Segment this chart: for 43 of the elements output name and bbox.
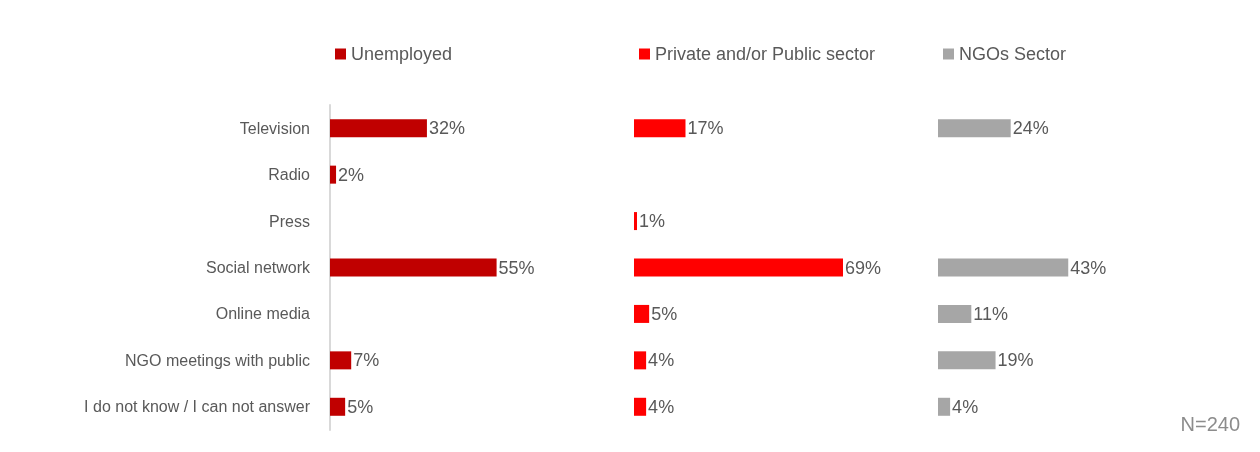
bar: [634, 258, 843, 277]
data-label: 2%: [338, 164, 365, 185]
bar: [330, 351, 352, 370]
bar: [330, 119, 427, 138]
data-label: 43%: [1070, 257, 1107, 278]
y-tick-label: Television: [239, 119, 310, 137]
legend-label: Private and/or Public sector: [655, 44, 876, 64]
bar: [634, 351, 647, 370]
bar: [634, 304, 650, 323]
bar: [938, 119, 1011, 138]
data-label: 69%: [845, 257, 882, 278]
bar: [938, 397, 951, 416]
data-label: 7%: [353, 350, 380, 371]
y-tick-label: Radio: [268, 166, 311, 184]
data-label: 55%: [498, 257, 535, 278]
data-label: 24%: [1012, 118, 1049, 139]
data-label: 4%: [648, 396, 675, 417]
bar: [330, 165, 337, 184]
y-tick-label: Online media: [215, 305, 311, 323]
legend-label: Unemployed: [351, 44, 453, 64]
data-label: 32%: [428, 118, 465, 139]
bar: [330, 397, 346, 416]
data-label: 4%: [648, 350, 675, 371]
text: N=240: [1180, 413, 1241, 435]
bar: [634, 397, 647, 416]
legend-label: NGOs Sector: [959, 44, 1067, 64]
data-label: 5%: [651, 303, 678, 324]
data-label: 1%: [639, 211, 666, 232]
bar: [634, 212, 638, 231]
y-tick-label: Social network: [205, 259, 311, 276]
bar: [938, 304, 972, 323]
data-label: 4%: [952, 396, 979, 417]
y-tick-label: I do not know / I can not answer: [84, 398, 311, 416]
y-tick-label: NGO meetings with public: [125, 351, 310, 369]
data-label: 19%: [997, 350, 1034, 371]
bar: [938, 258, 1069, 277]
data-label: 17%: [687, 118, 724, 139]
bar: [938, 351, 996, 370]
bar: [330, 258, 497, 277]
bar: [634, 119, 686, 138]
y-tick-label: Press: [269, 212, 310, 230]
data-label: 11%: [973, 303, 1009, 324]
data-label: 5%: [347, 396, 374, 417]
